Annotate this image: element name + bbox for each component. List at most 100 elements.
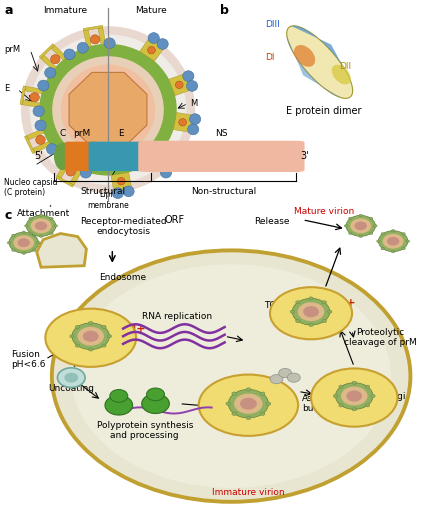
Circle shape: [158, 157, 165, 165]
Circle shape: [30, 35, 186, 184]
Circle shape: [18, 238, 30, 247]
Circle shape: [270, 375, 283, 384]
Circle shape: [266, 402, 271, 405]
Circle shape: [146, 388, 165, 401]
Text: ORF: ORF: [165, 215, 185, 225]
Ellipse shape: [52, 250, 410, 502]
Circle shape: [64, 373, 78, 383]
Circle shape: [336, 383, 373, 409]
Circle shape: [187, 124, 199, 135]
Polygon shape: [25, 86, 43, 94]
Polygon shape: [39, 43, 54, 58]
Circle shape: [240, 398, 257, 410]
Circle shape: [298, 303, 324, 321]
Circle shape: [54, 225, 57, 227]
Circle shape: [142, 394, 169, 413]
Circle shape: [30, 92, 39, 102]
Circle shape: [72, 323, 109, 350]
Polygon shape: [173, 112, 196, 133]
Circle shape: [13, 235, 34, 250]
Text: Mature: Mature: [135, 6, 167, 15]
Polygon shape: [51, 45, 67, 60]
Text: RNA replication: RNA replication: [142, 312, 212, 321]
Circle shape: [64, 49, 75, 60]
Text: a: a: [4, 4, 13, 17]
Text: Receptor-mediated
endocytosis: Receptor-mediated endocytosis: [80, 217, 166, 236]
Circle shape: [168, 160, 179, 171]
Circle shape: [378, 231, 408, 251]
Circle shape: [309, 323, 313, 327]
Text: DIII: DIII: [265, 20, 280, 29]
Circle shape: [355, 221, 367, 230]
Polygon shape: [57, 161, 70, 178]
Circle shape: [89, 321, 93, 324]
Circle shape: [295, 301, 300, 304]
Text: E: E: [118, 129, 124, 138]
Polygon shape: [287, 36, 341, 98]
Circle shape: [148, 33, 159, 43]
Circle shape: [31, 218, 51, 234]
Polygon shape: [26, 129, 44, 140]
Circle shape: [39, 235, 43, 238]
Polygon shape: [56, 176, 74, 187]
Polygon shape: [140, 36, 165, 61]
FancyBboxPatch shape: [65, 142, 99, 171]
Circle shape: [47, 144, 58, 154]
Circle shape: [290, 310, 295, 313]
Polygon shape: [69, 73, 147, 147]
Text: Assembly
budding: Assembly budding: [302, 394, 346, 413]
Circle shape: [57, 154, 68, 165]
Text: prM: prM: [4, 45, 20, 54]
Text: C: C: [60, 129, 66, 138]
Circle shape: [350, 218, 371, 234]
Circle shape: [107, 335, 111, 338]
Circle shape: [327, 310, 332, 313]
Circle shape: [391, 229, 395, 232]
Circle shape: [148, 47, 156, 54]
Circle shape: [402, 247, 405, 250]
Text: DII: DII: [340, 62, 352, 71]
Polygon shape: [84, 30, 91, 47]
Text: NS: NS: [215, 129, 228, 138]
Circle shape: [295, 319, 300, 322]
Circle shape: [377, 240, 380, 242]
Circle shape: [33, 106, 44, 117]
Circle shape: [50, 217, 53, 220]
Circle shape: [22, 252, 25, 254]
Ellipse shape: [332, 64, 351, 84]
Circle shape: [110, 389, 128, 402]
Circle shape: [61, 65, 155, 154]
Text: Mature virion: Mature virion: [294, 207, 354, 217]
Ellipse shape: [199, 375, 298, 436]
Circle shape: [187, 81, 198, 91]
Polygon shape: [150, 150, 176, 175]
Circle shape: [346, 390, 362, 402]
Text: ER: ER: [244, 427, 256, 436]
Circle shape: [89, 348, 93, 351]
Circle shape: [90, 35, 100, 44]
FancyBboxPatch shape: [138, 141, 305, 172]
FancyBboxPatch shape: [89, 142, 153, 171]
Ellipse shape: [45, 309, 136, 367]
Circle shape: [391, 250, 395, 253]
Circle shape: [157, 39, 168, 50]
Circle shape: [35, 120, 46, 131]
Polygon shape: [169, 73, 193, 96]
Circle shape: [53, 57, 163, 162]
Circle shape: [287, 373, 300, 382]
Circle shape: [260, 392, 265, 396]
Circle shape: [7, 242, 11, 244]
Text: Structural: Structural: [80, 187, 125, 196]
Polygon shape: [98, 28, 106, 44]
Text: E: E: [4, 84, 10, 94]
Circle shape: [105, 396, 133, 415]
Polygon shape: [292, 26, 350, 80]
Text: Nucleo capsid
(C protein): Nucleo capsid (C protein): [4, 178, 58, 197]
Circle shape: [83, 331, 98, 342]
Circle shape: [359, 235, 362, 238]
Text: TGN: TGN: [264, 301, 283, 310]
Circle shape: [104, 38, 115, 49]
Circle shape: [339, 404, 343, 407]
Circle shape: [77, 327, 104, 345]
Polygon shape: [287, 26, 353, 98]
